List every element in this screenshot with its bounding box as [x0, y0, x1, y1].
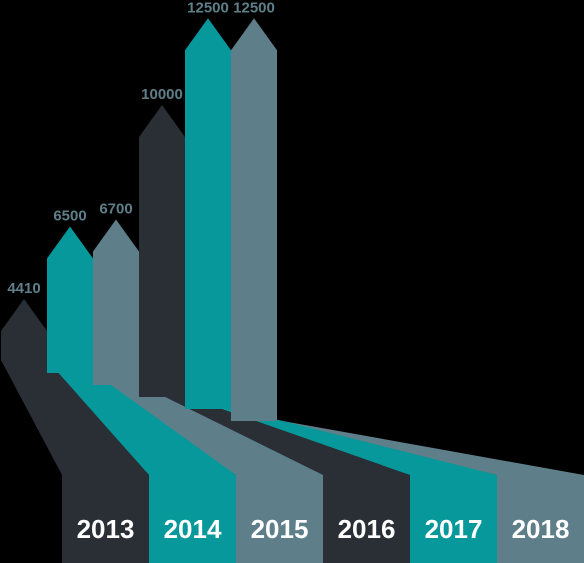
arrow-bar-2017 [185, 18, 231, 409]
year-label-2016: 2016 [338, 514, 396, 544]
arrow-layer [1, 18, 277, 421]
ribbon-layer [1, 360, 584, 475]
year-box-layer: 2018 2017 2016 2015 2014 2013 [62, 475, 584, 563]
year-box-2017 [410, 475, 497, 563]
year-box-2015 [236, 475, 323, 563]
ribbon-2016 [139, 396, 410, 475]
ribbon-2015 [93, 384, 323, 475]
year-label-2018: 2018 [512, 514, 570, 544]
value-label-2013: 4410 [7, 280, 40, 297]
value-label-2016: 10000 [141, 86, 183, 103]
arrow-bar-2015 [93, 219, 139, 385]
year-label-2014: 2014 [164, 514, 222, 544]
value-label-2014: 6500 [53, 207, 86, 224]
year-label-2013: 2013 [77, 514, 135, 544]
value-label-2015: 6700 [99, 201, 132, 218]
ribbon-2013 [1, 360, 149, 475]
arrow-bar-2018 [231, 18, 277, 421]
value-label-2018: 12500 [233, 0, 275, 16]
year-box-2014 [149, 475, 236, 563]
ribbon-2014 [47, 372, 236, 475]
arrow-bar-2013 [1, 298, 47, 361]
value-label-2017: 12500 [187, 0, 229, 16]
year-label-2017: 2017 [425, 514, 483, 544]
year-box-2013 [62, 475, 149, 563]
year-box-2016 [323, 475, 410, 563]
arrow-bar-2016 [139, 105, 185, 397]
arrow-bar-2014 [47, 226, 93, 373]
year-box-2018 [497, 475, 584, 563]
year-label-2015: 2015 [251, 514, 309, 544]
